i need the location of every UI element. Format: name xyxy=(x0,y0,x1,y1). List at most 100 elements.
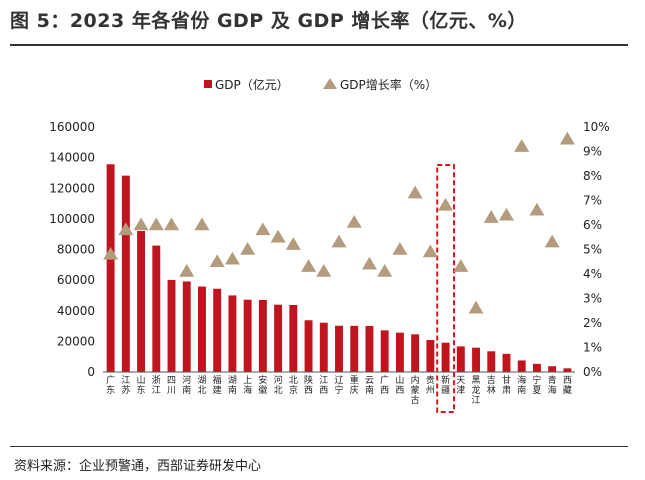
gdp-bar xyxy=(258,299,267,372)
growth-marker xyxy=(529,202,545,216)
y-right-tick-label: 9% xyxy=(583,145,602,159)
y-left-tick-label: 80000 xyxy=(57,243,95,257)
gdp-bar xyxy=(502,353,511,372)
gdp-bar xyxy=(106,164,115,372)
growth-marker xyxy=(453,259,469,272)
growth-marker xyxy=(438,197,454,211)
y-left-tick-label: 160000 xyxy=(49,120,95,134)
category-label: 陕西 xyxy=(304,374,313,396)
category-label: 广东 xyxy=(106,374,115,396)
gdp-bar xyxy=(380,330,389,372)
legend-growth-label: GDP增长率（%） xyxy=(340,77,437,92)
growth-marker xyxy=(118,222,134,236)
y-right-tick-label: 4% xyxy=(583,267,602,281)
category-label: 宁夏 xyxy=(532,374,541,396)
category-label: 福建 xyxy=(213,374,222,396)
gdp-bar xyxy=(121,175,130,372)
gdp-bar xyxy=(152,245,161,372)
growth-marker xyxy=(285,237,301,250)
category-label: 河南 xyxy=(182,374,191,396)
growth-marker xyxy=(316,264,332,277)
y-right-tick-label: 1% xyxy=(583,341,602,355)
growth-marker xyxy=(133,217,149,231)
y-right-tick-label: 10% xyxy=(583,120,610,134)
y-right-tick-label: 7% xyxy=(583,194,602,208)
gdp-bar xyxy=(304,320,313,372)
growth-marker xyxy=(514,139,530,152)
growth-marker xyxy=(392,242,408,255)
gdp-bar xyxy=(198,286,206,372)
legend-gdp-swatch xyxy=(204,80,212,88)
category-label: 江苏 xyxy=(121,375,130,396)
category-label: 甘肃 xyxy=(502,374,511,396)
gdp-bar xyxy=(426,339,435,372)
category-label: 浙江 xyxy=(152,374,161,396)
category-label: 四川 xyxy=(167,376,176,396)
y-left-tick-label: 20000 xyxy=(57,334,95,348)
growth-marker xyxy=(468,300,484,314)
gdp-bar xyxy=(411,334,420,372)
highlight-box xyxy=(436,164,455,413)
growth-marker xyxy=(498,207,514,221)
category-label: 天津 xyxy=(456,376,465,396)
category-label: 湖北 xyxy=(197,375,206,396)
growth-marker xyxy=(209,254,225,267)
category-label: 重庆 xyxy=(350,374,359,396)
category-label: 海南 xyxy=(517,374,526,396)
category-label: 广西 xyxy=(380,374,389,396)
category-label: 上海 xyxy=(243,375,252,396)
category-label: 安徽 xyxy=(258,374,267,396)
growth-marker xyxy=(301,259,317,272)
growth-marker xyxy=(346,215,362,228)
growth-marker xyxy=(148,217,164,231)
figure-title: 图 5：2023 年各省份 GDP 及 GDP 增长率（亿元、%） xyxy=(10,10,527,32)
gdp-bar xyxy=(274,304,283,372)
category-label: 内蒙古 xyxy=(411,374,420,406)
gdp-bar xyxy=(563,368,572,372)
category-label: 湖南 xyxy=(228,375,237,396)
growth-marker xyxy=(194,217,210,231)
growth-marker xyxy=(224,251,240,265)
growth-marker xyxy=(240,242,256,255)
category-label: 云南 xyxy=(365,376,374,396)
gdp-bar xyxy=(532,363,541,372)
gdp-bar xyxy=(137,231,146,372)
legend-growth-marker xyxy=(323,78,337,89)
y-right-tick-label: 8% xyxy=(583,169,602,183)
gdp-bar xyxy=(517,360,526,372)
gdp-bar xyxy=(319,322,328,372)
growth-marker xyxy=(361,256,377,270)
y-right-tick-label: 5% xyxy=(583,243,602,257)
category-label: 贵州 xyxy=(426,374,435,396)
category-label: 山东 xyxy=(137,375,146,396)
y-left-tick-label: 60000 xyxy=(57,273,95,287)
y-right-tick-label: 0% xyxy=(583,365,602,379)
growth-marker xyxy=(483,210,499,223)
gdp-bar xyxy=(335,325,343,372)
growth-marker xyxy=(255,222,271,236)
growth-marker xyxy=(377,264,393,277)
y-right-tick-label: 3% xyxy=(583,292,602,306)
category-label: 青海 xyxy=(548,374,557,396)
y-right-tick-label: 2% xyxy=(583,316,602,330)
gdp-bar xyxy=(182,281,191,372)
y-left-tick-label: 100000 xyxy=(49,212,95,226)
category-label: 新疆 xyxy=(441,374,450,396)
gdp-bar xyxy=(350,325,359,372)
y-left-tick-label: 140000 xyxy=(49,151,95,165)
category-label: 西藏 xyxy=(563,375,572,396)
gdp-bar xyxy=(167,279,176,372)
source-rule xyxy=(10,446,628,447)
category-label: 北京 xyxy=(289,375,298,396)
y-right-tick-label: 6% xyxy=(583,218,602,232)
gdp-bar xyxy=(395,332,404,372)
gdp-bar xyxy=(213,288,222,372)
growth-marker xyxy=(559,131,575,145)
gdp-bar xyxy=(487,351,496,372)
growth-marker xyxy=(164,217,180,231)
gdp-bar xyxy=(548,366,557,372)
gdp-bar xyxy=(365,326,374,372)
y-left-tick-label: 120000 xyxy=(49,181,95,195)
gdp-bar xyxy=(456,346,465,372)
category-label: 黑龙江 xyxy=(472,375,481,406)
